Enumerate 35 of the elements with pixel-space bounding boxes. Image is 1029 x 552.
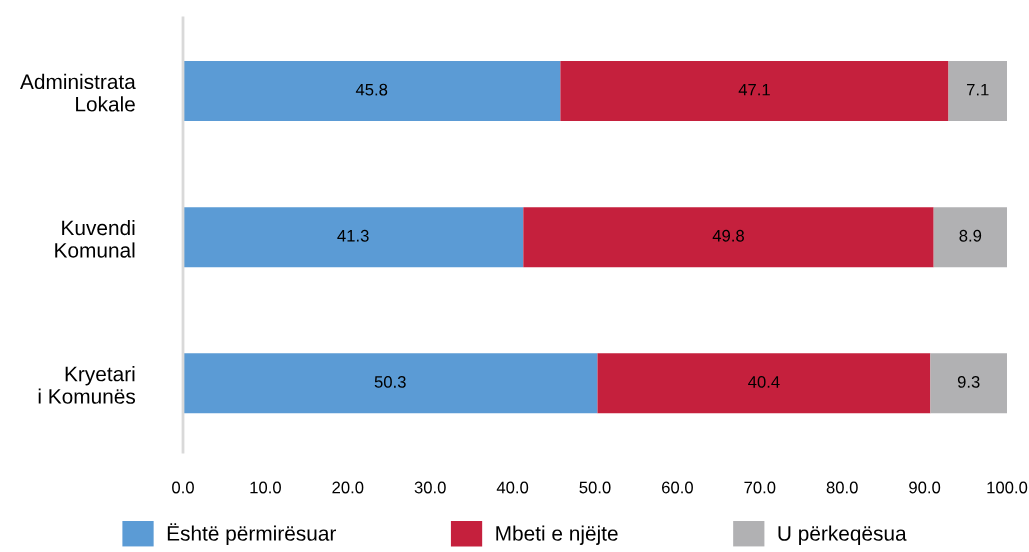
bar [930,353,1007,414]
x-tick-label: 40.0 [496,481,529,494]
x-tick-label: 0.0 [172,481,194,494]
bar [948,61,1007,122]
bar [933,207,1007,268]
data-label: 41.3 [337,229,369,242]
data-label: 50.3 [374,375,406,388]
legend-label: Është përmirësuar [167,523,336,545]
x-tick-label: 20.0 [332,481,364,494]
data-label: 49.8 [712,229,744,242]
data-label: 7.1 [967,83,989,96]
x-tick-label: 70.0 [744,481,776,494]
data-label: 9.3 [957,375,980,388]
y-tick-label: Kuvendi Komunal [55,219,135,258]
x-tick-label: 100.0 [987,481,1028,494]
y-tick-label: Administrata Lokale [20,73,136,112]
bar [183,207,524,268]
bar [560,61,949,122]
bar [597,353,931,414]
legend-label: Mbeti e njëjte [496,525,618,545]
x-tick-label: 90.0 [909,481,941,494]
data-label: 47.1 [738,83,770,96]
x-tick-label: 60.0 [662,481,693,494]
bar [183,61,561,122]
legend-label: U përkeqësua [778,525,907,545]
x-tick-label: 10.0 [250,481,281,494]
data-label: 40.4 [748,375,780,388]
bar [183,353,598,414]
y-tick-label: Kryetari i Komunës [38,366,136,404]
data-label: 45.8 [355,83,388,96]
bar [523,207,934,268]
x-tick-label: 80.0 [826,481,858,494]
data-label: 8.9 [959,229,982,242]
x-tick-label: 50.0 [579,481,611,494]
x-tick-label: 30.0 [414,481,446,494]
